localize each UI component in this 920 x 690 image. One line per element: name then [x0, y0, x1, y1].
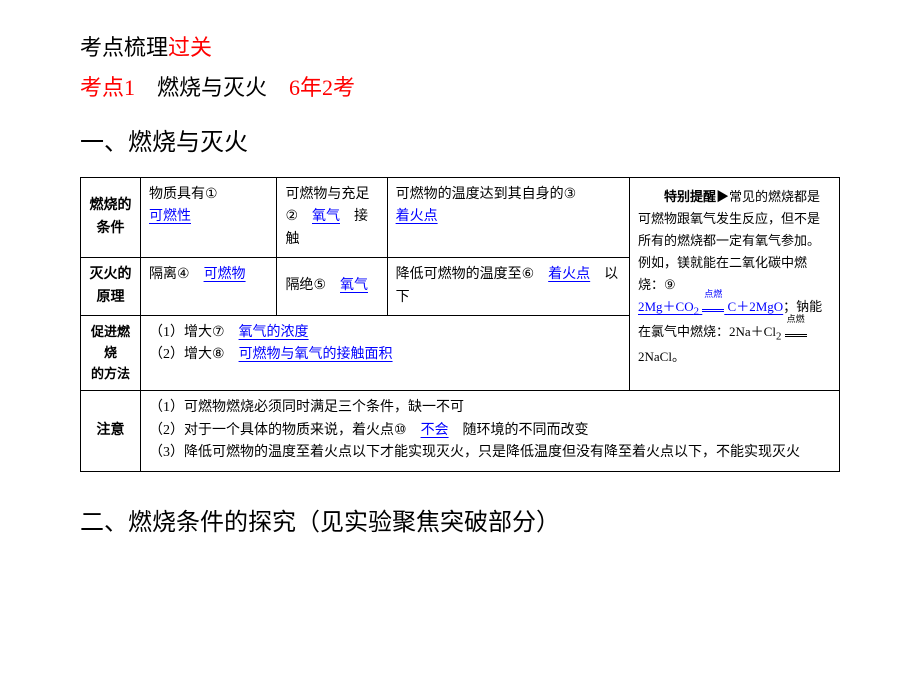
footer-heading: 二、燃烧条件的探究（见实验聚焦突破部分）	[80, 502, 840, 537]
circled-num: ④	[177, 264, 190, 286]
cell-text: 隔绝	[285, 278, 313, 293]
header-line-2: 考点1 燃烧与灭火 6年2考	[80, 70, 840, 102]
header-line-1: 考点梳理过关	[80, 30, 840, 62]
eq-condition: 点燃	[702, 287, 724, 302]
freq: 6年2考	[289, 75, 355, 100]
note-line: （3）降低可燃物的温度至着火点以下才能实现灭火，只是降低温度但没有降至着火点以下…	[149, 445, 800, 460]
circled-num: ⑥	[522, 264, 535, 286]
blank-answer: 氧气	[340, 278, 368, 293]
row-head-text: 的方法	[91, 366, 130, 381]
row-head-text: 燃烧的	[90, 198, 132, 213]
circled-num: ⑩	[394, 420, 407, 442]
note-line: （2）对于一个具体的物质来说，着火点	[149, 423, 394, 438]
cell-text: 隔离	[149, 267, 177, 282]
blank-answer: 可燃性	[149, 209, 191, 224]
cell-text: 可燃物与充足	[285, 187, 369, 202]
prefix-black: 考点梳理	[80, 35, 168, 60]
blank-answer: 可燃物	[204, 267, 246, 282]
row1-cell2: 可燃物与充足 ② 氧气 接触	[277, 178, 387, 258]
cell-text: （2）增大	[149, 347, 212, 362]
table-row: 燃烧的 条件 物质具有① 可燃性 可燃物与充足 ② 氧气 接触 可燃物的温度达到…	[81, 178, 840, 258]
eq-part: 2Na＋Cl	[729, 324, 776, 339]
row2-cell2: 隔绝⑤ 氧气	[277, 258, 387, 316]
table-row: 注意 （1）可燃物燃烧必须同时满足三个条件，缺一不可 （2）对于一个具体的物质来…	[81, 391, 840, 471]
row-head-text: 灭火的	[90, 267, 132, 282]
circled-num: ②	[285, 206, 298, 228]
row3-cell: （1）增大⑦ 氧气的浓度 （2）增大⑧ 可燃物与氧气的接触面积	[141, 315, 630, 390]
row-head-text: 条件	[97, 221, 125, 236]
prefix-red: 过关	[168, 35, 212, 60]
kaodian: 考点1	[80, 75, 135, 100]
blank-answer: 氧气	[312, 209, 340, 224]
main-table: 燃烧的 条件 物质具有① 可燃性 可燃物与充足 ② 氧气 接触 可燃物的温度达到…	[80, 177, 840, 472]
blank-answer: 氧气的浓度	[239, 325, 309, 340]
eq-sub: 2	[776, 331, 781, 343]
eq-condition: 点燃	[785, 312, 807, 327]
row1-head: 燃烧的 条件	[81, 178, 141, 258]
blank-answer: 着火点	[548, 267, 590, 282]
row-head-text: 促进燃烧	[91, 324, 130, 360]
note-line: （1）可燃物燃烧必须同时满足三个条件，缺一不可	[149, 400, 464, 415]
blank-answer: 不会	[421, 423, 449, 438]
row4-head: 注意	[81, 391, 141, 471]
eq-sub: 2	[694, 306, 699, 318]
eq-part: 2NaCl。	[638, 349, 685, 364]
row4-cell: （1）可燃物燃烧必须同时满足三个条件，缺一不可 （2）对于一个具体的物质来说，着…	[141, 391, 840, 471]
section-heading: 一、燃烧与灭火	[80, 122, 840, 157]
cell-text: （1）增大	[149, 325, 212, 340]
row2-cell1: 隔离④ 可燃物	[141, 258, 277, 316]
row2-cell3: 降低可燃物的温度至⑥ 着火点 以下	[387, 258, 629, 316]
blank-answer: 可燃物与氧气的接触面积	[239, 347, 393, 362]
blank-answer: 着火点	[396, 209, 438, 224]
cell-text: 物质具有	[149, 187, 205, 202]
row1-cell3: 可燃物的温度达到其自身的③ 着火点	[387, 178, 629, 258]
circled-num: ⑤	[313, 275, 326, 297]
row-head-text: 原理	[97, 290, 125, 305]
circled-num: ③	[564, 184, 577, 206]
circled-num: ⑨	[664, 274, 676, 296]
circled-num: ①	[205, 184, 218, 206]
circled-num: ⑦	[212, 322, 225, 344]
side-arrow-icon: ▶	[716, 189, 729, 204]
row1-cell1: 物质具有① 可燃性	[141, 178, 277, 258]
topic: 燃烧与灭火	[135, 75, 289, 100]
eq-part: 2Mg＋CO	[638, 299, 694, 314]
equation-1: 2Mg＋CO2 点燃 C＋2MgO	[638, 299, 783, 314]
note-line: 随环境的不同而改变	[449, 423, 589, 438]
row3-head: 促进燃烧 的方法	[81, 315, 141, 390]
side-title: 特别提醒	[664, 189, 716, 204]
eq-part: C＋2MgO	[728, 299, 784, 314]
side-note: 特别提醒▶常见的燃烧都是可燃物跟氧气发生反应，但不是所有的燃烧都一定有氧气参加。…	[630, 178, 840, 391]
row2-head: 灭火的 原理	[81, 258, 141, 316]
cell-text: 降低可燃物的温度至	[396, 267, 522, 282]
circled-num: ⑧	[212, 344, 225, 366]
cell-text: 可燃物的温度达到其自身的	[396, 187, 564, 202]
